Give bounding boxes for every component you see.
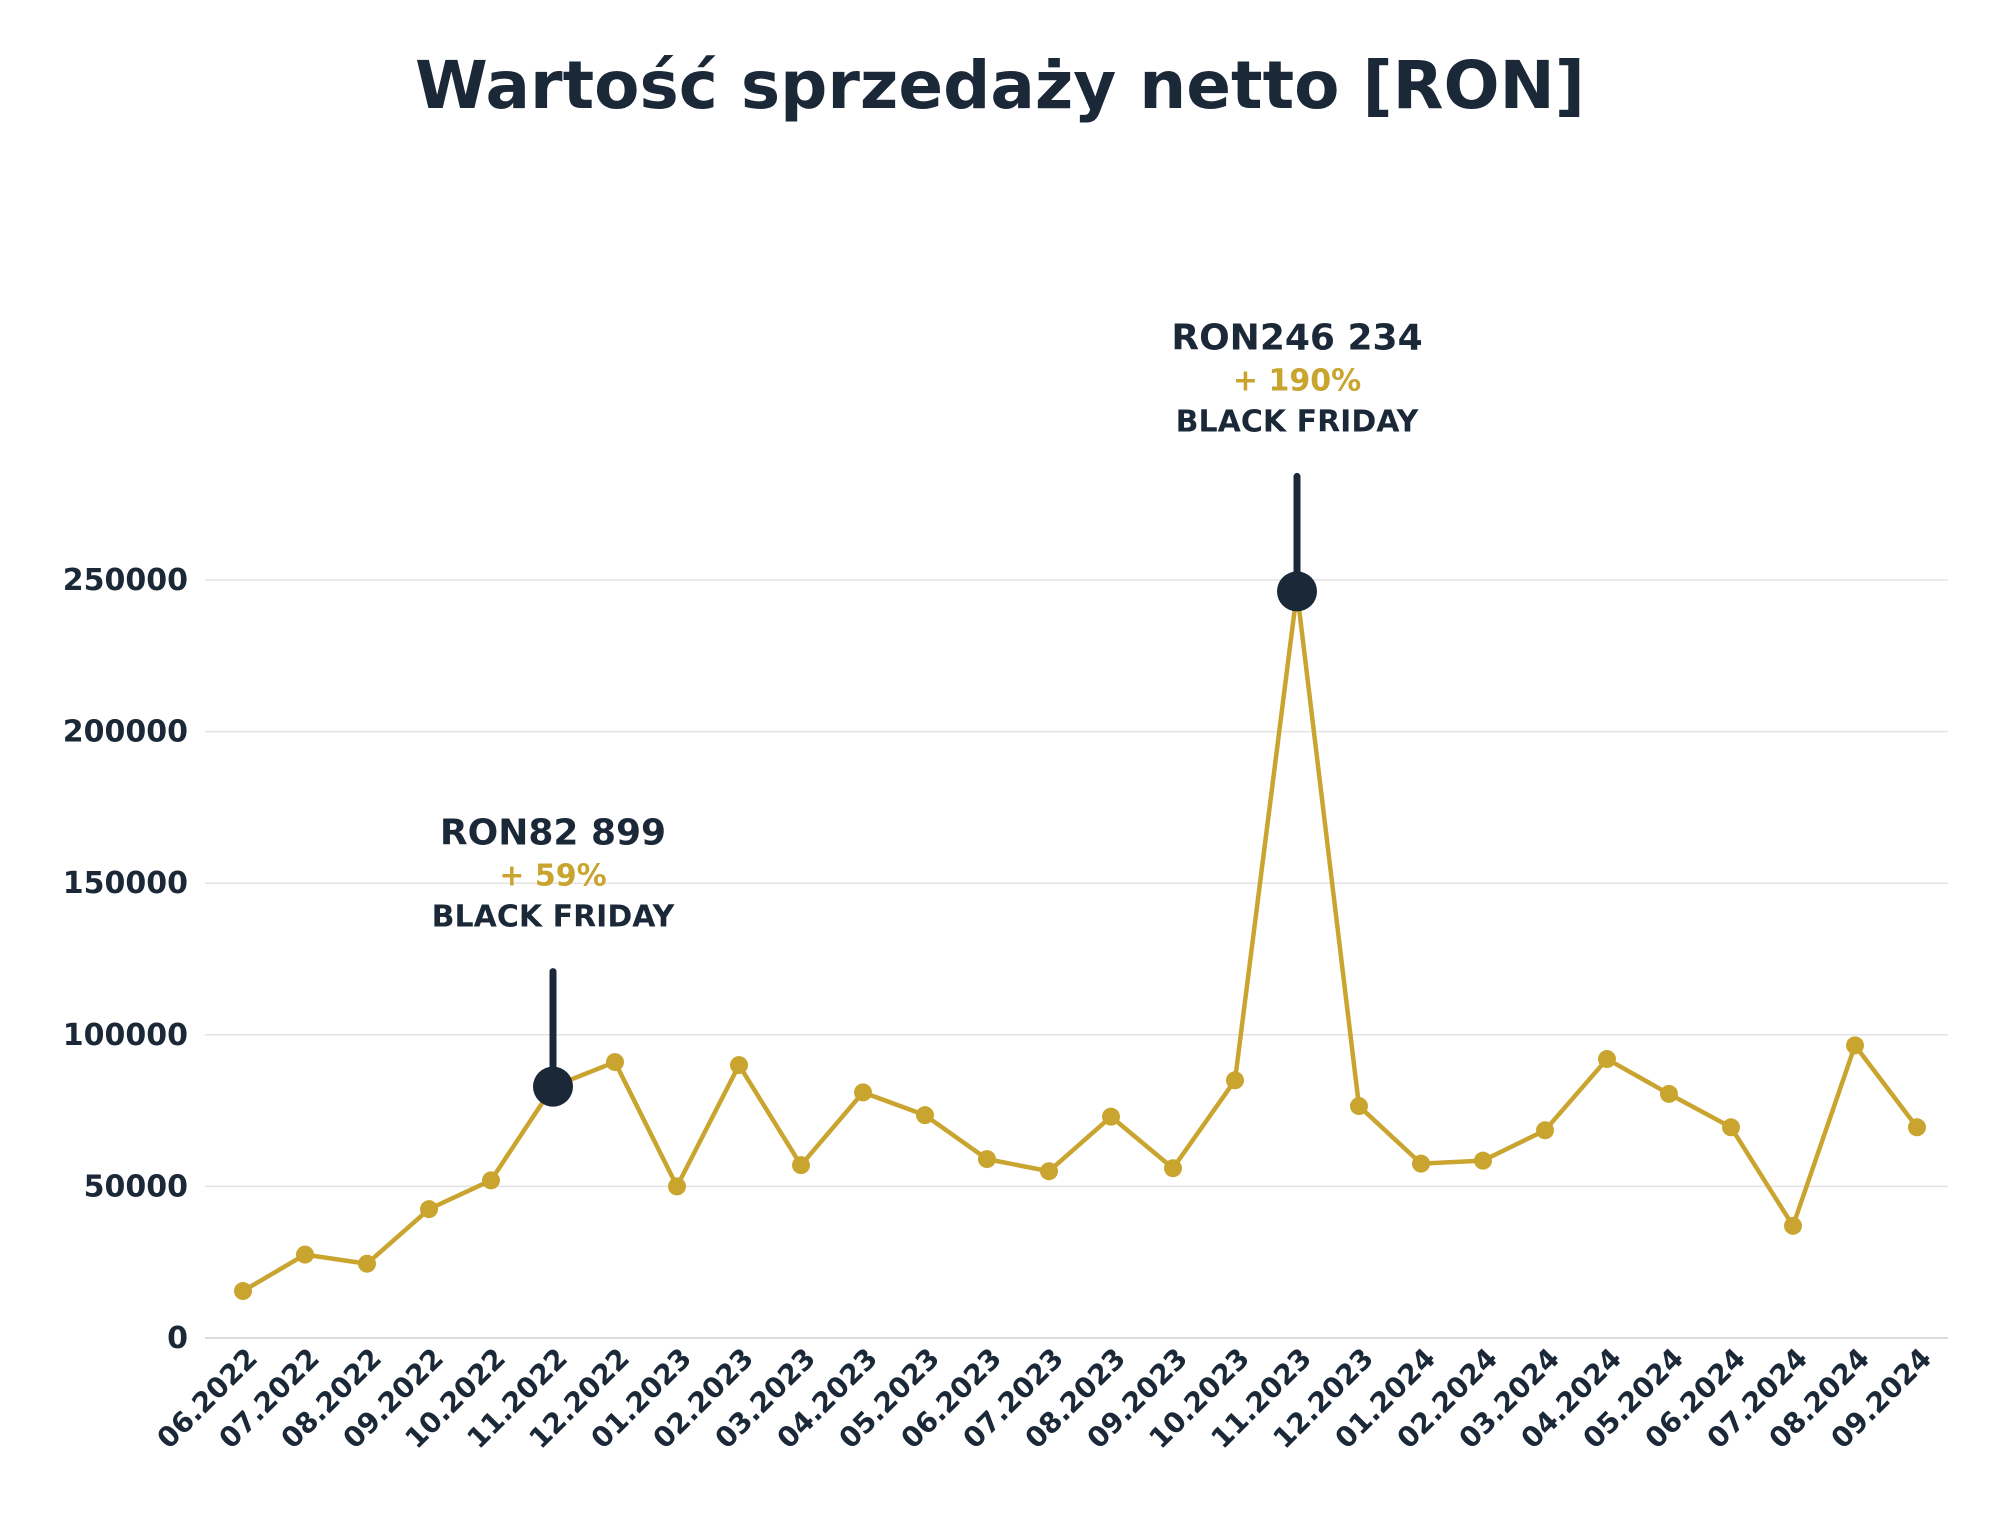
annotation-label: BLACK FRIDAY xyxy=(1176,404,1420,439)
data-point xyxy=(1722,1118,1740,1137)
data-point xyxy=(916,1106,934,1125)
data-point xyxy=(1226,1071,1244,1090)
y-tick-label: 150000 xyxy=(63,866,188,901)
annotation-value: RON82 899 xyxy=(440,813,666,854)
data-point xyxy=(1846,1036,1864,1055)
annotation-label: BLACK FRIDAY xyxy=(432,900,676,935)
highlight-point xyxy=(1277,571,1317,612)
data-point xyxy=(482,1171,500,1190)
data-point xyxy=(234,1282,252,1301)
data-point xyxy=(1164,1159,1182,1178)
data-point xyxy=(854,1083,872,1102)
y-tick-label: 0 xyxy=(167,1321,188,1356)
data-point xyxy=(1350,1097,1368,1116)
data-point xyxy=(792,1156,810,1175)
data-point xyxy=(1536,1121,1554,1140)
y-axis-ticks: 0 50000 100000 150000 200000 250000 xyxy=(63,563,188,1356)
data-point xyxy=(1660,1084,1678,1103)
series xyxy=(234,582,1926,1301)
grid xyxy=(205,579,1948,1339)
annotations: BLACK FRIDAY + 59% RON82 899 BLACK FRIDAY + … xyxy=(432,317,1423,1107)
annotation-value: RON246 234 xyxy=(1171,317,1422,358)
y-tick-label: 50000 xyxy=(84,1169,188,1204)
data-point xyxy=(978,1150,996,1169)
annotation-percent: + 59% xyxy=(499,859,606,894)
chart-title: Wartość sprzedaży netto [RON] xyxy=(415,47,1585,124)
data-point xyxy=(1784,1216,1802,1235)
series-line xyxy=(241,589,1919,1293)
annotation-percent: + 190% xyxy=(1233,363,1361,398)
highlight-point xyxy=(533,1066,573,1107)
y-tick-label: 200000 xyxy=(63,715,188,750)
data-point xyxy=(1040,1162,1058,1181)
data-point xyxy=(1598,1050,1616,1069)
data-point xyxy=(606,1053,624,1072)
x-axis-ticks: 06.202207.202208.202209.202210.202211.20… xyxy=(150,1342,1938,1456)
data-point xyxy=(730,1056,748,1075)
data-point xyxy=(296,1245,314,1264)
data-point xyxy=(1102,1107,1120,1126)
data-point xyxy=(1412,1154,1430,1173)
data-point xyxy=(668,1177,686,1196)
y-tick-label: 100000 xyxy=(63,1018,188,1053)
data-point xyxy=(420,1200,438,1219)
y-tick-label: 250000 xyxy=(63,563,188,598)
data-point xyxy=(1474,1151,1492,1170)
data-point xyxy=(1908,1118,1926,1137)
data-point xyxy=(358,1254,376,1273)
